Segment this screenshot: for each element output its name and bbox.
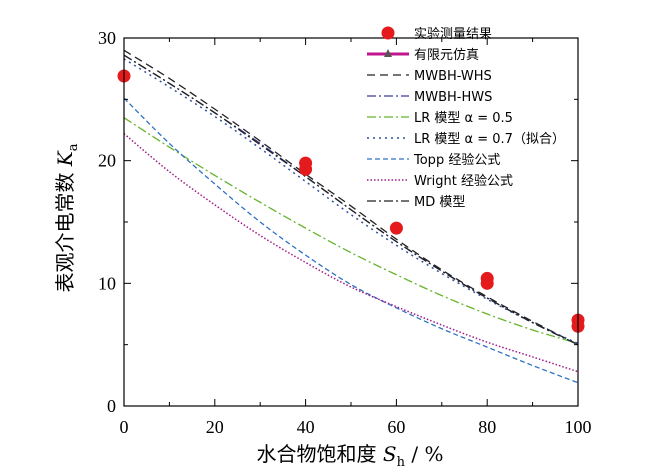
x-tick-label: 40 — [297, 417, 315, 437]
series-line-3 — [123, 117, 579, 345]
legend-label: Wright 经验公式 — [414, 173, 513, 189]
y-tick-label: 0 — [107, 396, 116, 416]
measured-point — [389, 221, 403, 235]
legend-label: MWBH-HWS — [414, 90, 492, 105]
y-axis-title: 表观介电常数 Ka — [53, 143, 81, 292]
y-tick-label: 20 — [98, 151, 116, 171]
legend-marker-measured — [381, 26, 395, 40]
series-line-7 — [123, 54, 579, 346]
tick-labels: 0 20 40 60 80 100 0 10 20 30 — [98, 28, 592, 437]
series-line-1 — [123, 49, 579, 346]
x-tick-label: 0 — [120, 417, 129, 437]
legend-marker-triangle — [384, 49, 392, 57]
legend-label: LR 模型 α = 0.5 — [414, 111, 513, 126]
x-tick-label: 100 — [565, 417, 592, 437]
series-layer — [123, 49, 579, 384]
series-line-6 — [123, 133, 579, 373]
x-tick-label: 20 — [206, 417, 224, 437]
x-tick-label: 60 — [387, 417, 405, 437]
series-line-5 — [123, 97, 579, 384]
series-line-4 — [123, 58, 579, 345]
measured-point — [299, 162, 313, 176]
legend-label: MD 模型 — [414, 195, 465, 210]
legend-label: 实验测量结果 — [414, 26, 492, 42]
measured-point — [480, 276, 494, 290]
x-axis-title: 水合物饱和度 Sh / % — [257, 442, 444, 470]
legend-label: Topp 经验公式 — [413, 152, 500, 168]
legend-label: LR 模型 α = 0.7（拟合） — [414, 132, 565, 147]
y-tick-label: 30 — [98, 28, 116, 48]
legend-label: 有限元仿真 — [414, 48, 479, 63]
legend-label: MWBH-WHS — [414, 69, 492, 84]
measured-points-layer — [117, 69, 585, 333]
axes — [123, 37, 579, 407]
y-tick-label: 10 — [98, 273, 116, 293]
x-tick-label: 80 — [478, 417, 496, 437]
